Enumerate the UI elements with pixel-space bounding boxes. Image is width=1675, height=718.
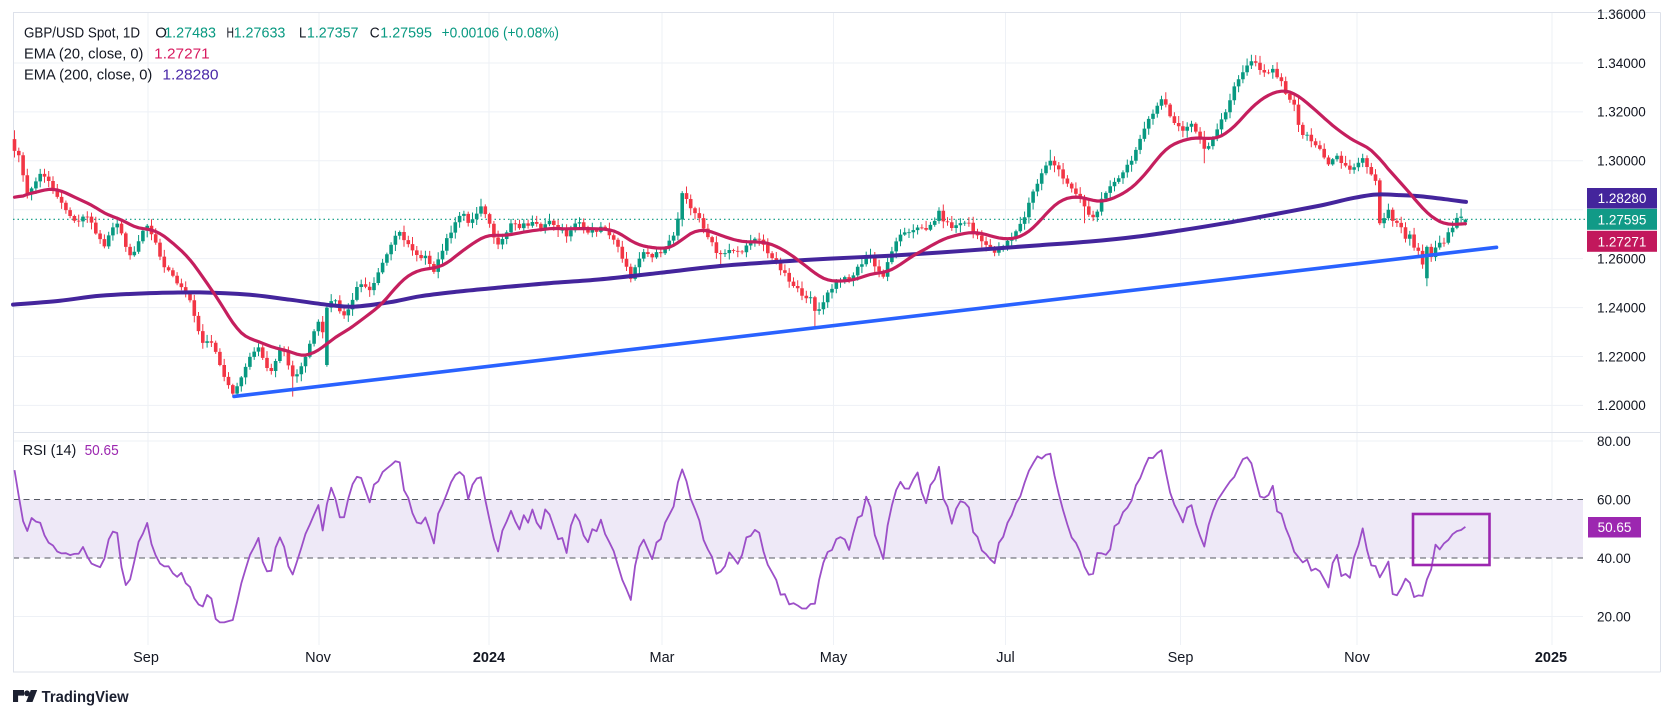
svg-text:50.65: 50.65 [1598, 520, 1632, 535]
svg-text:40.00: 40.00 [1597, 551, 1631, 566]
svg-text:TradingView: TradingView [42, 689, 130, 706]
svg-text:C: C [370, 24, 380, 41]
svg-text:May: May [820, 650, 848, 666]
svg-text:H: H [227, 24, 235, 41]
svg-text:60.00: 60.00 [1597, 492, 1631, 507]
svg-text:1.27633: 1.27633 [234, 24, 286, 41]
svg-text:1.27595: 1.27595 [1598, 212, 1647, 227]
svg-text:1.20000: 1.20000 [1597, 398, 1646, 413]
svg-text:+0.00106 (+0.08%): +0.00106 (+0.08%) [442, 24, 559, 41]
svg-text:GBP/USD Spot, 1D: GBP/USD Spot, 1D [24, 24, 140, 41]
svg-text:1.28280: 1.28280 [1598, 191, 1647, 206]
svg-text:1.26000: 1.26000 [1597, 251, 1646, 266]
svg-text:1.27595: 1.27595 [380, 24, 432, 41]
svg-text:1.27483: 1.27483 [164, 24, 216, 41]
svg-text:Mar: Mar [650, 650, 675, 666]
svg-text:1.36000: 1.36000 [1597, 7, 1646, 22]
svg-text:1.27271: 1.27271 [154, 46, 210, 63]
svg-text:1.22000: 1.22000 [1597, 349, 1646, 364]
svg-text:EMA (20, close, 0): EMA (20, close, 0) [24, 46, 143, 63]
svg-text:1.32000: 1.32000 [1597, 105, 1646, 120]
svg-text:Sep: Sep [1168, 650, 1194, 666]
svg-text:50.65: 50.65 [85, 442, 119, 459]
svg-text:1.24000: 1.24000 [1597, 300, 1646, 315]
svg-text:80.00: 80.00 [1597, 434, 1631, 449]
svg-text:2024: 2024 [473, 650, 505, 666]
svg-text:Nov: Nov [305, 650, 332, 666]
svg-text:1.27357: 1.27357 [307, 24, 359, 41]
svg-text:20.00: 20.00 [1597, 609, 1631, 624]
svg-text:1.30000: 1.30000 [1597, 154, 1646, 169]
svg-text:O: O [155, 24, 167, 41]
svg-text:Sep: Sep [133, 650, 159, 666]
svg-text:L: L [299, 24, 306, 41]
svg-text:1.34000: 1.34000 [1597, 56, 1646, 71]
svg-text:EMA (200, close, 0): EMA (200, close, 0) [24, 67, 152, 84]
svg-text:1.28280: 1.28280 [162, 67, 218, 84]
svg-text:Jul: Jul [996, 650, 1015, 666]
svg-text:2025: 2025 [1535, 650, 1567, 666]
svg-text:RSI (14): RSI (14) [23, 442, 77, 459]
svg-text:Nov: Nov [1344, 650, 1371, 666]
svg-text:1.27271: 1.27271 [1598, 234, 1647, 249]
